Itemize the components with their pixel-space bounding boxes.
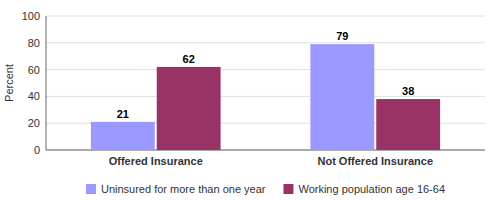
y-axis-label: Percent — [3, 64, 15, 102]
bars — [91, 44, 440, 150]
grid-line — [46, 69, 485, 70]
y-axis: 0 20 40 60 80 100 — [22, 10, 485, 156]
bar — [376, 99, 440, 150]
legend-item: Uninsured for more than one year — [86, 183, 266, 195]
legend-label: Uninsured for more than one year — [101, 183, 266, 195]
data-label: 79 — [336, 30, 348, 42]
legend: Uninsured for more than one year Working … — [86, 183, 445, 195]
bar — [157, 67, 221, 150]
grid-line — [46, 16, 485, 17]
data-label: 38 — [402, 85, 414, 97]
x-tick-label: Not Offered Insurance — [317, 155, 433, 167]
y-tick-label: 60 — [28, 64, 40, 76]
grid-line — [46, 96, 485, 97]
x-tick-label: Offered Insurance — [109, 155, 203, 167]
legend-label: Working population age 16-64 — [298, 183, 445, 195]
data-label: 21 — [117, 108, 129, 120]
legend-item: Working population age 16-64 — [283, 183, 445, 195]
grid-line — [46, 42, 485, 43]
bar — [91, 122, 155, 150]
y-tick-label: 0 — [34, 144, 40, 156]
data-label: 62 — [183, 53, 195, 65]
bar — [310, 44, 374, 150]
y-axis-line — [46, 16, 47, 150]
legend-swatch — [86, 184, 96, 194]
legend-swatch — [283, 184, 293, 194]
y-tick-label: 80 — [28, 37, 40, 49]
y-tick-label: 40 — [28, 90, 40, 102]
y-tick-label: 20 — [28, 117, 40, 129]
y-tick-label: 100 — [22, 10, 40, 22]
data-labels: 21 62 79 38 — [117, 30, 415, 120]
chart: 0 20 40 60 80 100 Percent 21 62 79 38 Offered Insur… — [0, 0, 495, 200]
